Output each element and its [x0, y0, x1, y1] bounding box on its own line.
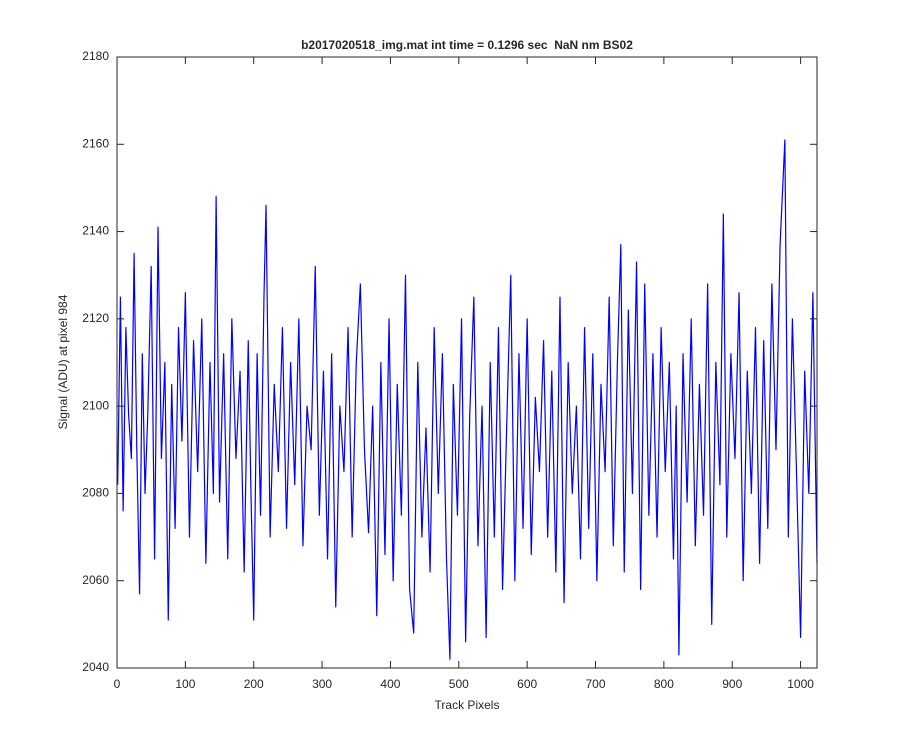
chart-title: b2017020518_img.mat int time = 0.1296 se…: [301, 38, 633, 52]
x-tick-label: 500: [449, 677, 469, 691]
x-tick-label: 0: [114, 677, 121, 691]
x-tick-label: 700: [586, 677, 606, 691]
data-line: [117, 139, 818, 660]
y-tick-label: 2080: [82, 486, 109, 500]
y-tick-label: 2180: [82, 49, 109, 63]
x-tick-label: 400: [380, 677, 400, 691]
y-tick-label: 2100: [82, 398, 109, 412]
plot-frame: [116, 56, 818, 669]
y-tick-label: 2140: [82, 224, 109, 238]
x-tick-label: 600: [517, 677, 537, 691]
x-tick-label: 300: [312, 677, 332, 691]
x-tick-label: 1000: [787, 677, 814, 691]
x-axis-label: Track Pixels: [435, 698, 500, 712]
x-tick-label: 900: [722, 677, 742, 691]
x-tick-label: 800: [654, 677, 674, 691]
y-axis-label: Signal (ADU) at pixel 984: [56, 294, 70, 429]
y-tick-label: 2120: [82, 311, 109, 325]
y-tick-label: 2160: [82, 136, 109, 150]
y-tick-label: 2040: [82, 660, 109, 674]
x-tick-label: 200: [244, 677, 264, 691]
x-tick-label: 100: [175, 677, 195, 691]
y-tick-label: 2060: [82, 573, 109, 587]
